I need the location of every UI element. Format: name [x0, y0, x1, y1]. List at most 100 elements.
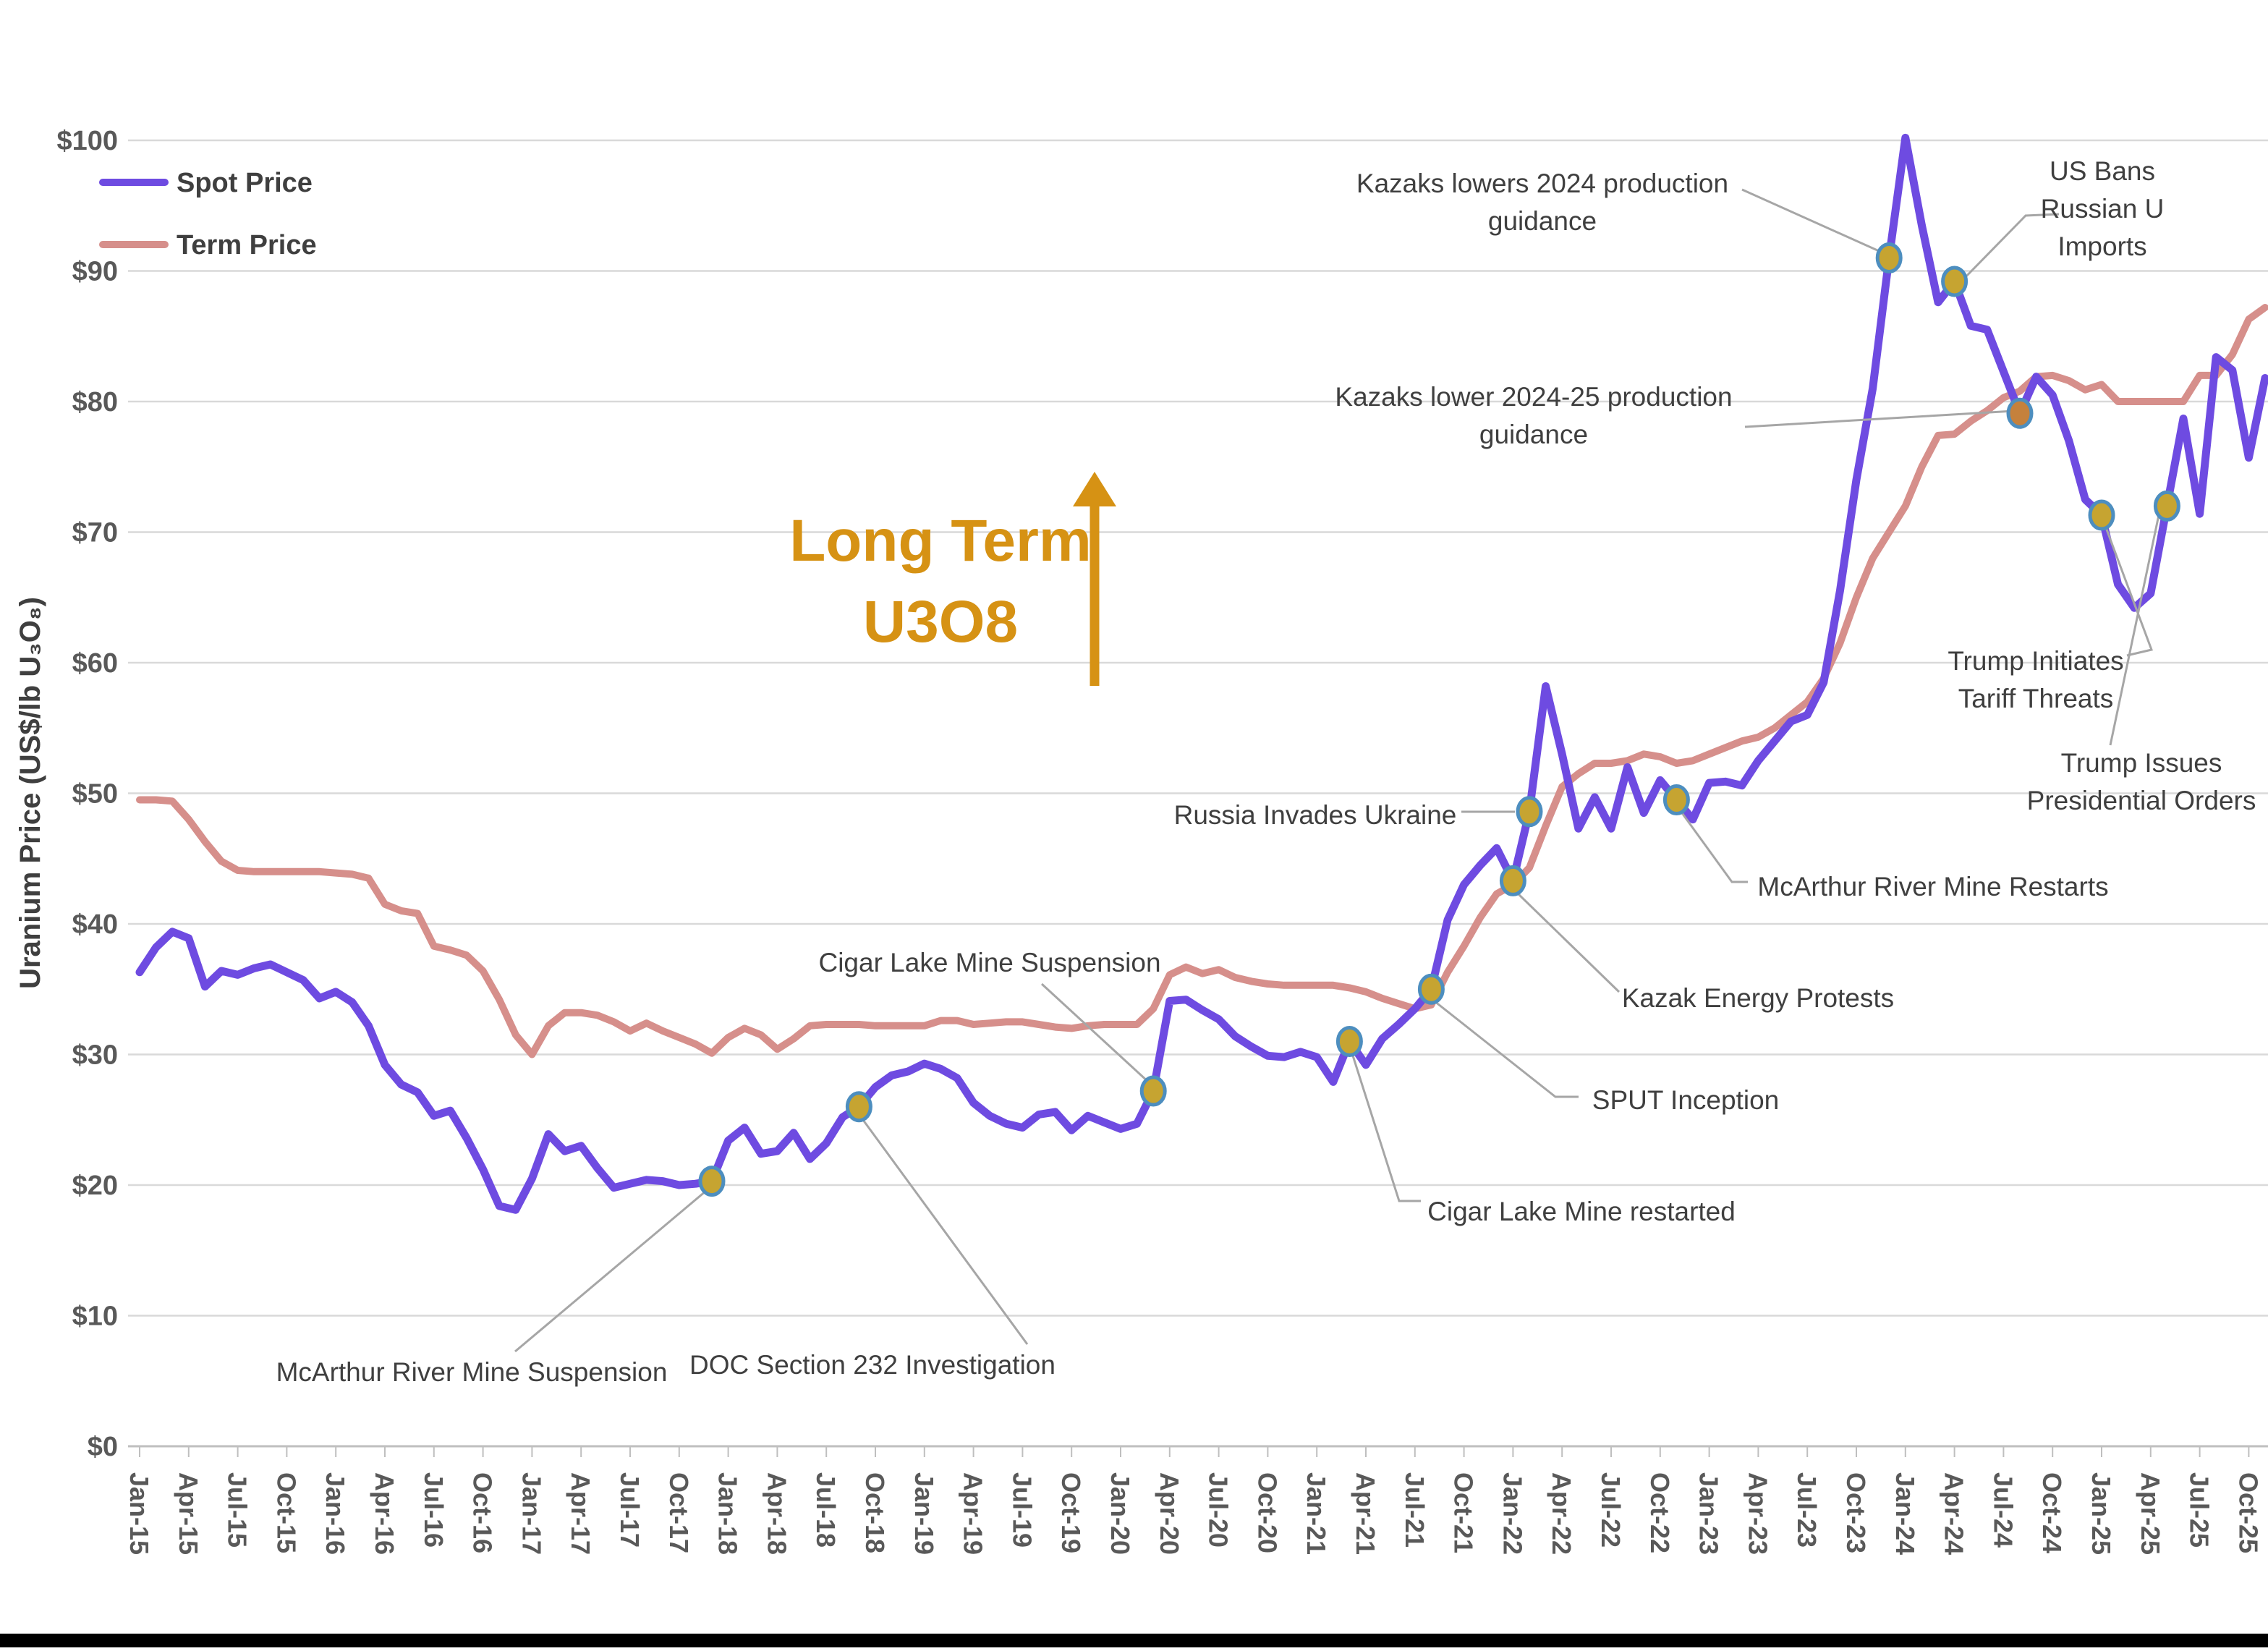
x-tick-label: Oct-22: [1645, 1472, 1675, 1553]
leader-line: [1741, 188, 1885, 255]
x-tick-label: Apr-23: [1743, 1472, 1772, 1555]
event-marker-aug-21: [1417, 973, 1445, 1005]
event-markers: [698, 242, 2180, 1197]
x-tick-label: Jul-23: [1792, 1472, 1822, 1548]
series-line-term-price: [136, 304, 2268, 1058]
legend: Spot Price Term Price: [99, 168, 317, 260]
x-tick-label: Jan-19: [909, 1472, 939, 1555]
y-axis-title: Uranium Price (US$/lb U₃O₈): [14, 597, 46, 989]
y-tick-label: $70: [72, 518, 118, 548]
series-line-spot-price: [135, 133, 2268, 1214]
x-tick-label: Jan-17: [517, 1472, 546, 1555]
annotation-text: Kazaks lowers 2024 production: [1356, 169, 1728, 198]
leader-line: [2109, 514, 2160, 746]
long-term-u3o8-text: U3O8: [863, 589, 1018, 655]
annotation-text: Cigar Lake Mine Suspension: [818, 948, 1160, 977]
x-tick-label: Oct-20: [1252, 1472, 1282, 1553]
x-tick-label: Apr-18: [762, 1472, 791, 1555]
annotation-text: guidance: [1479, 420, 1588, 449]
x-tick-label: Apr-22: [1547, 1472, 1576, 1555]
annotation-text: Russian U: [2041, 194, 2165, 224]
event-marker-jan-25: [2088, 499, 2115, 531]
x-tick-label: Jan-23: [1694, 1472, 1724, 1555]
y-tick-label: $60: [72, 648, 118, 679]
long-term-u3o8-text: Long Term: [789, 508, 1092, 574]
y-tick-label: $50: [72, 779, 118, 810]
y-tick-label: $30: [72, 1040, 118, 1071]
y-tick-label: $20: [72, 1171, 118, 1201]
x-tick-label: Jul-17: [615, 1472, 645, 1548]
y-tick-label: $10: [72, 1302, 118, 1332]
annotation-leader-lines: [514, 188, 2160, 1353]
x-tick-label: Oct-19: [1056, 1472, 1086, 1553]
event-marker-jan-22: [1499, 865, 1526, 896]
leader-line: [1679, 810, 1748, 883]
leader-line: [1744, 409, 2015, 428]
legend-spot-label: Spot Price: [177, 168, 313, 198]
x-tick-label: Apr-21: [1351, 1472, 1380, 1555]
annotation-text: McArthur River Mine Suspension: [276, 1357, 668, 1387]
up-arrow-head: [1073, 472, 1116, 506]
x-tick-label: Jan-21: [1301, 1472, 1331, 1555]
annotation-text: Presidential Orders: [2027, 786, 2256, 815]
event-marker-sep-18: [845, 1091, 872, 1123]
event-marker-feb-22: [1516, 796, 1543, 828]
x-tick-label: Oct-24: [2037, 1472, 2067, 1553]
event-marker-apr-24: [1941, 266, 1968, 297]
x-tick-label: Jul-20: [1204, 1472, 1233, 1548]
event-annotations: McArthur River Mine Suspension DOC Sectio…: [276, 156, 2256, 1387]
annotation-text: Cigar Lake Mine restarted: [1427, 1197, 1736, 1226]
x-tick-label: Jul-21: [1400, 1472, 1430, 1548]
gridlines: [128, 139, 2268, 1448]
annotation-text: guidance: [1488, 206, 1597, 236]
x-tick-label: Jan-18: [713, 1472, 743, 1555]
annotation-text: Imports: [2057, 232, 2146, 261]
annotation-text: McArthur River Mine Restarts: [1757, 872, 2108, 901]
x-tick-label: Oct-16: [468, 1472, 498, 1553]
x-tick-label: Jul-22: [1596, 1472, 1626, 1548]
event-marker-aug-24: [2006, 397, 2034, 429]
leader-line: [2103, 523, 2154, 657]
x-tick-label: Oct-18: [860, 1472, 890, 1553]
y-tick-label: $90: [72, 257, 118, 287]
x-tick-label: Jul-15: [223, 1472, 252, 1548]
price-series-lines: [135, 133, 2268, 1214]
x-tick-label: Jul-25: [2185, 1472, 2214, 1548]
x-tick-label: Jan-22: [1498, 1472, 1527, 1555]
annotation-text: Trump Initiates: [1948, 646, 2123, 676]
event-marker-mar-20: [1139, 1075, 1167, 1107]
y-tick-label: $100: [56, 126, 118, 156]
x-tick-label: Jan-16: [320, 1472, 350, 1555]
x-tick-label: Apr-17: [566, 1472, 595, 1555]
y-axis-labels: $0 $10 $20 $30 $40 $50 $60 $70 $80 $90 $100: [56, 126, 118, 1462]
annotation-text: SPUT Inception: [1592, 1085, 1779, 1115]
x-tick-label: Jul-24: [1988, 1472, 2018, 1548]
leader-line: [1434, 1000, 1579, 1098]
x-tick-label: Apr-19: [959, 1472, 988, 1555]
long-term-u3o8-label: Long Term U3O8: [789, 472, 1116, 686]
x-tick-label: Apr-20: [1155, 1472, 1184, 1555]
x-tick-label: Apr-15: [174, 1472, 203, 1555]
annotation-text: Kazak Energy Protests: [1622, 983, 1894, 1013]
event-marker-dec-17: [698, 1166, 726, 1197]
leader-line: [1516, 891, 1621, 993]
x-tick-label: Apr-25: [2136, 1472, 2165, 1555]
x-tick-label: Oct-15: [271, 1472, 301, 1553]
x-tick-label: Oct-25: [2233, 1472, 2263, 1553]
annotation-text: Kazaks lower 2024-25 production: [1335, 382, 1732, 412]
x-tick-label: Jan-24: [1890, 1472, 1920, 1555]
leader-line: [1958, 213, 2060, 285]
x-tick-label: Jan-25: [2086, 1472, 2116, 1555]
leader-line: [514, 1189, 707, 1353]
x-tick-label: Oct-23: [1841, 1472, 1871, 1553]
x-tick-label: Jul-19: [1007, 1472, 1037, 1548]
x-tick-label: Jan-15: [124, 1472, 154, 1555]
event-marker-mar-21: [1335, 1025, 1363, 1057]
annotation-text: Tariff Threats: [1958, 684, 2114, 713]
event-marker-may-25: [2153, 490, 2180, 522]
x-tick-label: Jul-18: [811, 1472, 841, 1548]
x-tick-label: Oct-17: [664, 1472, 694, 1553]
annotation-text: US Bans: [2050, 156, 2155, 186]
